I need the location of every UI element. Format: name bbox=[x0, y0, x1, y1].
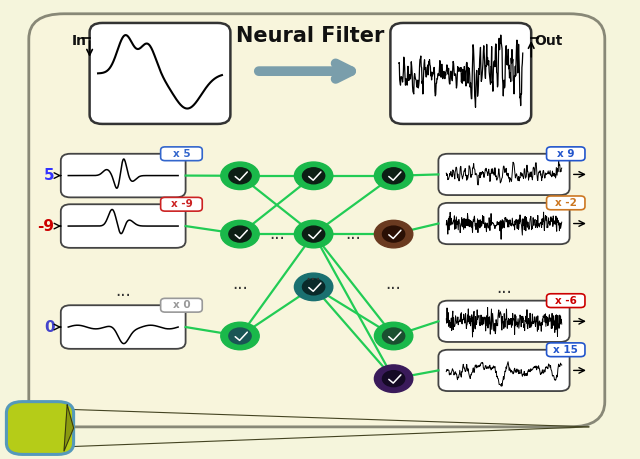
FancyBboxPatch shape bbox=[161, 147, 202, 161]
Circle shape bbox=[229, 226, 251, 242]
Text: ...: ... bbox=[386, 274, 401, 293]
FancyBboxPatch shape bbox=[61, 154, 186, 197]
Text: x 5: x 5 bbox=[173, 149, 190, 159]
FancyBboxPatch shape bbox=[6, 402, 74, 454]
Text: 5: 5 bbox=[44, 168, 54, 183]
Text: In: In bbox=[72, 34, 86, 48]
Circle shape bbox=[221, 220, 259, 248]
FancyBboxPatch shape bbox=[61, 305, 186, 349]
Circle shape bbox=[221, 162, 259, 190]
FancyBboxPatch shape bbox=[438, 203, 570, 244]
Circle shape bbox=[383, 168, 404, 184]
Circle shape bbox=[374, 322, 413, 350]
FancyBboxPatch shape bbox=[547, 294, 585, 308]
FancyBboxPatch shape bbox=[61, 204, 186, 248]
Text: ...: ... bbox=[232, 274, 248, 293]
FancyBboxPatch shape bbox=[438, 301, 570, 342]
Text: x -2: x -2 bbox=[555, 198, 577, 208]
Circle shape bbox=[303, 279, 324, 295]
FancyBboxPatch shape bbox=[390, 23, 531, 124]
Circle shape bbox=[383, 328, 404, 344]
Circle shape bbox=[303, 226, 324, 242]
Circle shape bbox=[383, 371, 404, 386]
Text: ...: ... bbox=[115, 282, 131, 301]
Text: ...: ... bbox=[306, 266, 321, 285]
Circle shape bbox=[229, 328, 251, 344]
Text: -9: -9 bbox=[37, 218, 54, 234]
Text: x -9: x -9 bbox=[171, 199, 192, 209]
Text: Neural Filter: Neural Filter bbox=[236, 26, 385, 46]
Circle shape bbox=[383, 226, 404, 242]
FancyBboxPatch shape bbox=[161, 298, 202, 312]
FancyBboxPatch shape bbox=[547, 196, 585, 210]
Circle shape bbox=[294, 220, 333, 248]
Circle shape bbox=[374, 162, 413, 190]
FancyBboxPatch shape bbox=[161, 197, 202, 211]
FancyBboxPatch shape bbox=[29, 14, 605, 427]
Polygon shape bbox=[64, 405, 74, 451]
Circle shape bbox=[229, 168, 251, 184]
Circle shape bbox=[374, 365, 413, 392]
Text: ...: ... bbox=[269, 225, 285, 243]
Text: x 15: x 15 bbox=[554, 345, 578, 355]
Text: x -6: x -6 bbox=[555, 296, 577, 306]
FancyBboxPatch shape bbox=[547, 343, 585, 357]
FancyBboxPatch shape bbox=[90, 23, 230, 124]
Text: Out: Out bbox=[534, 34, 563, 48]
Text: ...: ... bbox=[346, 225, 362, 243]
Circle shape bbox=[294, 162, 333, 190]
Text: x 0: x 0 bbox=[173, 300, 190, 310]
Circle shape bbox=[294, 273, 333, 301]
FancyBboxPatch shape bbox=[438, 154, 570, 195]
Circle shape bbox=[221, 322, 259, 350]
Text: x 9: x 9 bbox=[557, 149, 575, 159]
Text: 0: 0 bbox=[44, 319, 54, 335]
FancyBboxPatch shape bbox=[547, 147, 585, 161]
Circle shape bbox=[374, 220, 413, 248]
FancyBboxPatch shape bbox=[438, 350, 570, 391]
Text: ...: ... bbox=[496, 279, 512, 297]
Circle shape bbox=[303, 168, 324, 184]
